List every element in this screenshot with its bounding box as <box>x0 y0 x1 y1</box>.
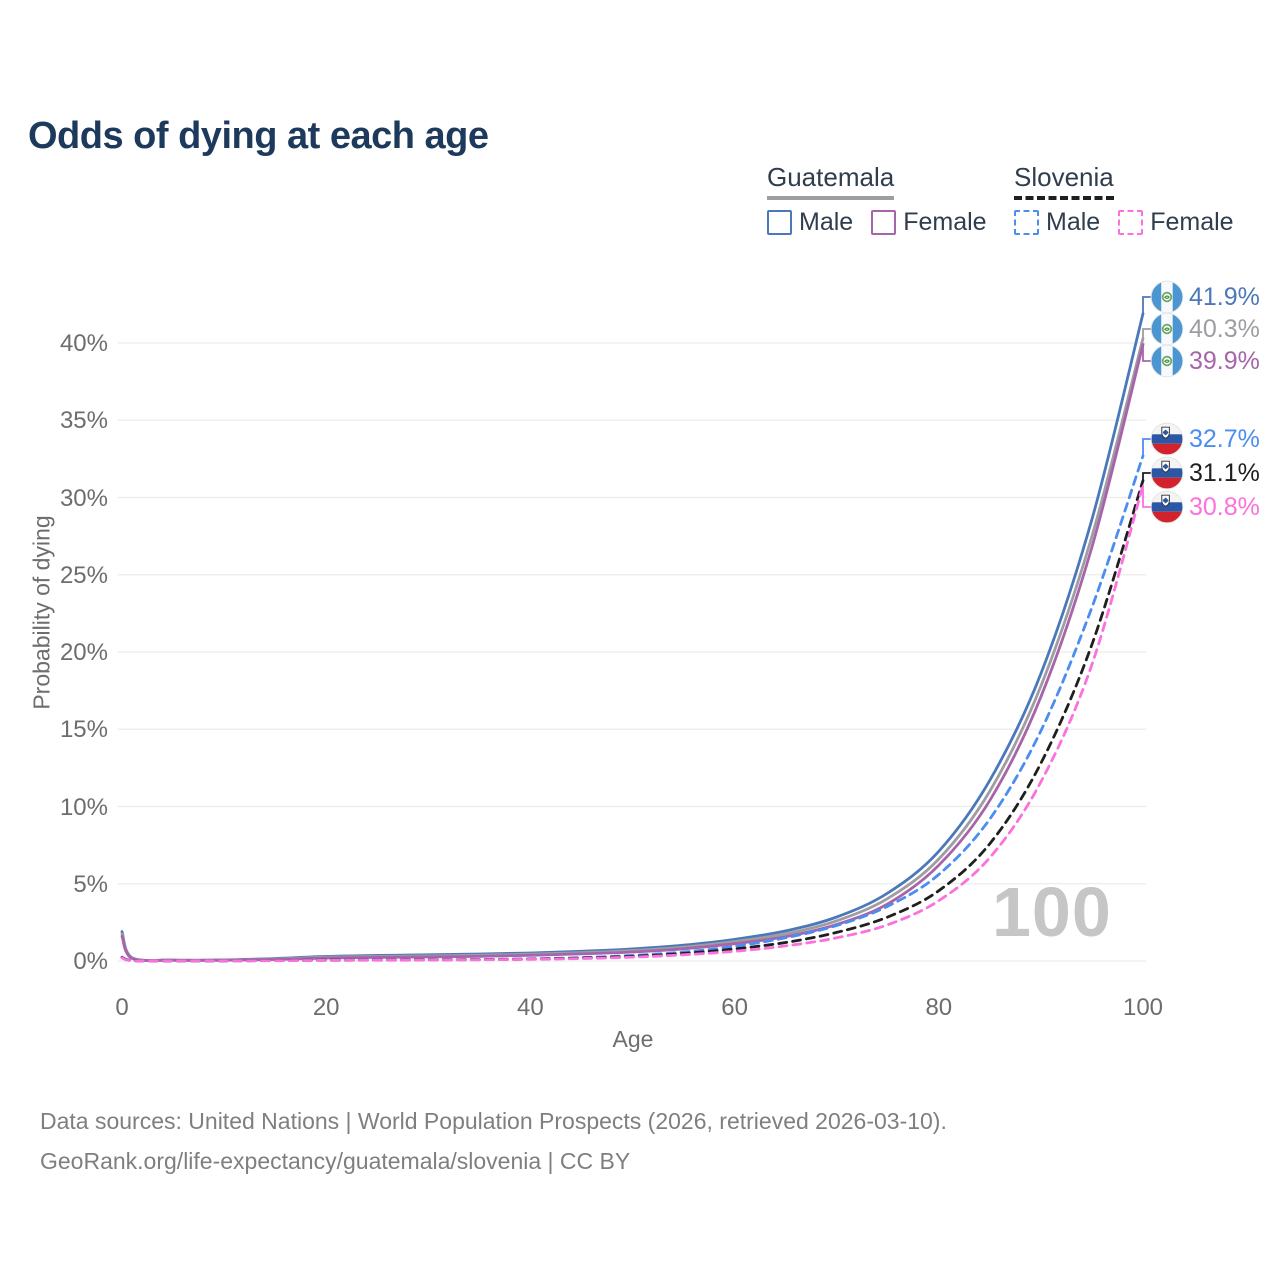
legend-guatemala-name: Guatemala <box>767 162 895 200</box>
y-tick-35%: 35% <box>59 407 108 435</box>
end-value-guatemala-total: 40.3% <box>1189 314 1260 343</box>
end-label-guatemala-total: 40.3% <box>1150 312 1260 346</box>
y-tick-0%: 0% <box>73 948 108 975</box>
end-value-slovenia-total: 31.1% <box>1189 458 1260 487</box>
end-label-slovenia-male: 32.7% <box>1150 422 1260 456</box>
x-tick-80: 80 <box>925 994 953 1021</box>
end-value-guatemala-male: 41.9% <box>1189 282 1260 311</box>
slovenia-male-checkbox[interactable] <box>1014 210 1039 235</box>
y-tick-40%: 40% <box>59 330 108 357</box>
slovenia-flag-icon <box>1150 422 1184 456</box>
end-label-guatemala-female: 39.9% <box>1150 344 1260 378</box>
slovenia-flag-icon <box>1150 490 1184 524</box>
leader-slovenia-female <box>1142 485 1154 508</box>
legend-slovenia: Slovenia Male Female <box>1014 162 1234 237</box>
end-label-slovenia-total: 31.1% <box>1150 456 1260 490</box>
x-tick-0: 0 <box>115 994 129 1021</box>
x-axis-title: Age <box>612 1026 654 1052</box>
y-tick-5%: 5% <box>73 870 108 898</box>
y-axis-title: Probability of dying <box>28 515 55 710</box>
slovenia-flag-icon <box>1150 456 1184 490</box>
leader-guatemala-total <box>1142 328 1154 339</box>
slovenia-male-label[interactable]: Male <box>1046 208 1101 236</box>
slovenia-female-label[interactable]: Female <box>1150 208 1234 236</box>
legend-item-guatemala-female[interactable]: Female <box>871 208 987 237</box>
y-tick-15%: 15% <box>59 716 108 744</box>
guatemala-female-label[interactable]: Female <box>903 208 987 236</box>
x-tick-20: 20 <box>312 994 340 1021</box>
x-tick-100: 100 <box>1122 994 1164 1021</box>
leader-slovenia-total <box>1142 472 1154 481</box>
y-tick-25%: 25% <box>59 561 108 589</box>
guatemala-flag-icon <box>1150 280 1184 314</box>
y-tick-30%: 30% <box>59 484 108 512</box>
hover-age-watermark: 100 <box>992 873 1112 951</box>
legend-item-slovenia-male[interactable]: Male <box>1014 208 1100 237</box>
curve-slovenia-male <box>120 454 1145 963</box>
curve-guatemala-total <box>120 337 1145 962</box>
legend-guatemala: Guatemala Male Female <box>767 162 987 237</box>
footer-data-sources: Data sources: United Nations | World Pop… <box>40 1108 947 1134</box>
legend-item-guatemala-male[interactable]: Male <box>767 208 853 237</box>
guatemala-flag-icon <box>1150 344 1184 378</box>
end-value-slovenia-female: 30.8% <box>1189 492 1260 521</box>
legend-guatemala-row: Male Female <box>767 208 987 237</box>
guatemala-male-checkbox[interactable] <box>767 210 792 235</box>
curve-guatemala-male <box>120 312 1145 962</box>
x-tick-40: 40 <box>517 994 544 1021</box>
leader-slovenia-male <box>1142 438 1154 456</box>
footer-attribution: GeoRank.org/life-expectancy/guatemala/sl… <box>40 1148 631 1174</box>
slovenia-female-checkbox[interactable] <box>1118 210 1144 235</box>
x-tick-60: 60 <box>721 994 748 1021</box>
end-label-guatemala-male: 41.9% <box>1150 280 1260 314</box>
end-value-guatemala-female: 39.9% <box>1189 346 1260 375</box>
curve-slovenia-female <box>120 483 1145 963</box>
leader-guatemala-male <box>1142 296 1154 314</box>
leader-guatemala-female <box>1142 344 1154 362</box>
guatemala-flag-icon <box>1150 312 1184 346</box>
end-label-slovenia-female: 30.8% <box>1150 490 1260 524</box>
y-tick-20%: 20% <box>59 639 108 666</box>
y-tick-10%: 10% <box>59 793 108 821</box>
legend-slovenia-name: Slovenia <box>1014 162 1114 200</box>
curve-slovenia-total <box>120 479 1145 963</box>
page-title: Odds of dying at each age <box>28 115 489 158</box>
end-value-slovenia-male: 32.7% <box>1189 424 1260 453</box>
legend-item-slovenia-female[interactable]: Female <box>1118 208 1234 237</box>
guatemala-male-label[interactable]: Male <box>799 208 854 236</box>
legend-slovenia-row: Male Female <box>1014 208 1234 237</box>
guatemala-female-checkbox[interactable] <box>871 210 897 235</box>
